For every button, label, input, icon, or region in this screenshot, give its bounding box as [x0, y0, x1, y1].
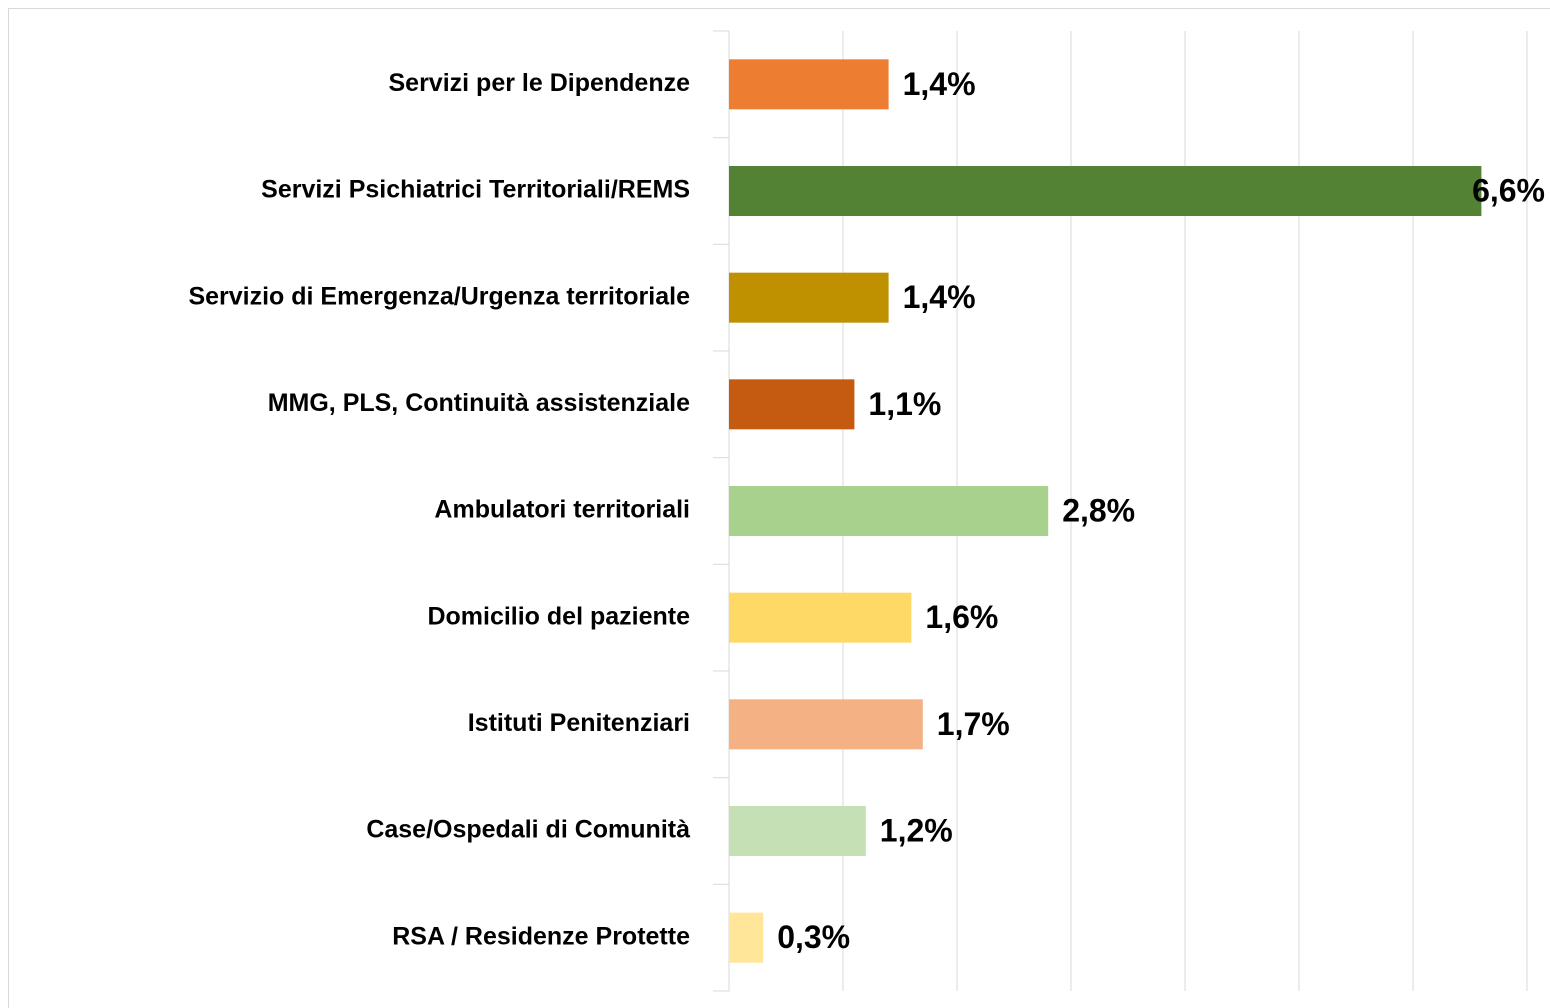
data-label: 1,4% [903, 279, 976, 315]
bar [729, 59, 889, 110]
category-label: Servizio di Emergenza/Urgenza territoria… [188, 282, 690, 310]
category-label: Domicilio del paziente [427, 602, 690, 630]
category-label: RSA / Residenze Protette [392, 922, 690, 950]
data-label: 1,4% [903, 66, 976, 102]
bar [729, 272, 889, 323]
category-label: Case/Ospedali di Comunità [366, 816, 690, 844]
data-label: 1,2% [880, 812, 953, 848]
bar [729, 592, 912, 643]
category-label: Ambulatori territoriali [434, 496, 690, 524]
data-label: 1,1% [868, 386, 941, 422]
category-label: Servizi Psichiatrici Territoriali/REMS [261, 176, 690, 204]
bar [729, 912, 764, 963]
bar [729, 699, 923, 750]
bar [729, 486, 1049, 536]
category-label: Servizi per le Dipendenze [389, 69, 691, 97]
data-label: 2,8% [1062, 492, 1135, 528]
data-label: 0,3% [777, 919, 850, 955]
data-label: 1,6% [925, 599, 998, 635]
bar [729, 166, 1482, 216]
data-label: 6,6% [1472, 172, 1545, 208]
chart-border [8, 8, 1550, 1008]
bar [729, 379, 855, 430]
data-label: 1,7% [937, 706, 1010, 742]
category-label: Istituti Penitenziari [468, 709, 690, 737]
category-label: MMG, PLS, Continuità assistenziale [268, 389, 690, 417]
bar [729, 806, 866, 856]
